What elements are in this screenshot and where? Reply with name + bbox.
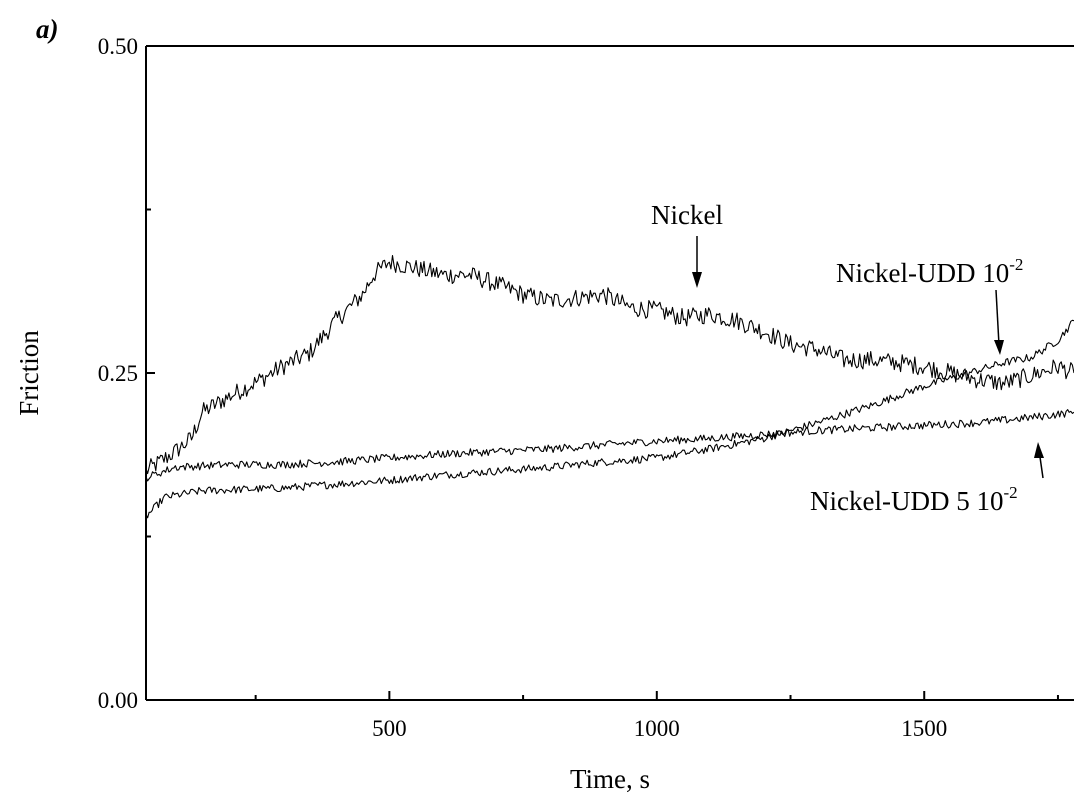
- series-line-nickel: [145, 254, 1074, 475]
- x-axis-title: Time, s: [570, 764, 650, 794]
- annotation-nickel-udd-1e-2-label: Nickel-UDD 10-2: [836, 255, 1023, 288]
- y-tick-label: 0.50: [98, 34, 138, 59]
- annotation-nickel-udd-1e-2-text: Nickel-UDD 10: [836, 258, 1009, 288]
- annotation-nickel-udd-5e-2: Nickel-UDD 5 10-2: [810, 442, 1044, 516]
- series-line-nickel-udd-5e-2: [145, 409, 1074, 482]
- y-tick-label: 0.00: [98, 688, 138, 713]
- annotation-nickel-arrowhead: [692, 272, 702, 288]
- x-tick-label: 500: [372, 716, 407, 741]
- annotation-nickel-udd-1e-2-arrow: [995, 289, 1000, 346]
- annotation-nickel-udd-5e-2-text: Nickel-UDD 5 10: [810, 486, 1003, 516]
- y-tick-label: 0.25: [98, 361, 138, 386]
- annotation-nickel-udd-1e-2-arrowhead: [994, 340, 1004, 355]
- annotation-nickel: Nickel: [651, 200, 723, 288]
- annotation-nickel-udd-1e-2-sup: -2: [1009, 255, 1023, 274]
- x-tick-label: 1000: [634, 716, 680, 741]
- x-tick-label: 1500: [901, 716, 947, 741]
- panel-label: a): [36, 14, 59, 44]
- annotation-nickel-udd-5e-2-label: Nickel-UDD 5 10-2: [810, 483, 1018, 516]
- x-axis-ticks: 500 1000 1500: [254, 691, 1059, 741]
- series-layer: [145, 254, 1074, 519]
- series-line-nickel-udd-1e-2: [145, 319, 1074, 519]
- annotation-nickel-udd-5e-2-sup: -2: [1003, 483, 1017, 502]
- annotation-nickel-udd-1e-2: Nickel-UDD 10-2: [836, 255, 1023, 355]
- y-axis-ticks: 0.00 0.25 0.50: [98, 34, 155, 713]
- annotation-nickel-label: Nickel: [651, 200, 723, 230]
- annotation-nickel-udd-5e-2-arrowhead: [1034, 442, 1044, 458]
- y-axis-title: Friction: [14, 330, 44, 416]
